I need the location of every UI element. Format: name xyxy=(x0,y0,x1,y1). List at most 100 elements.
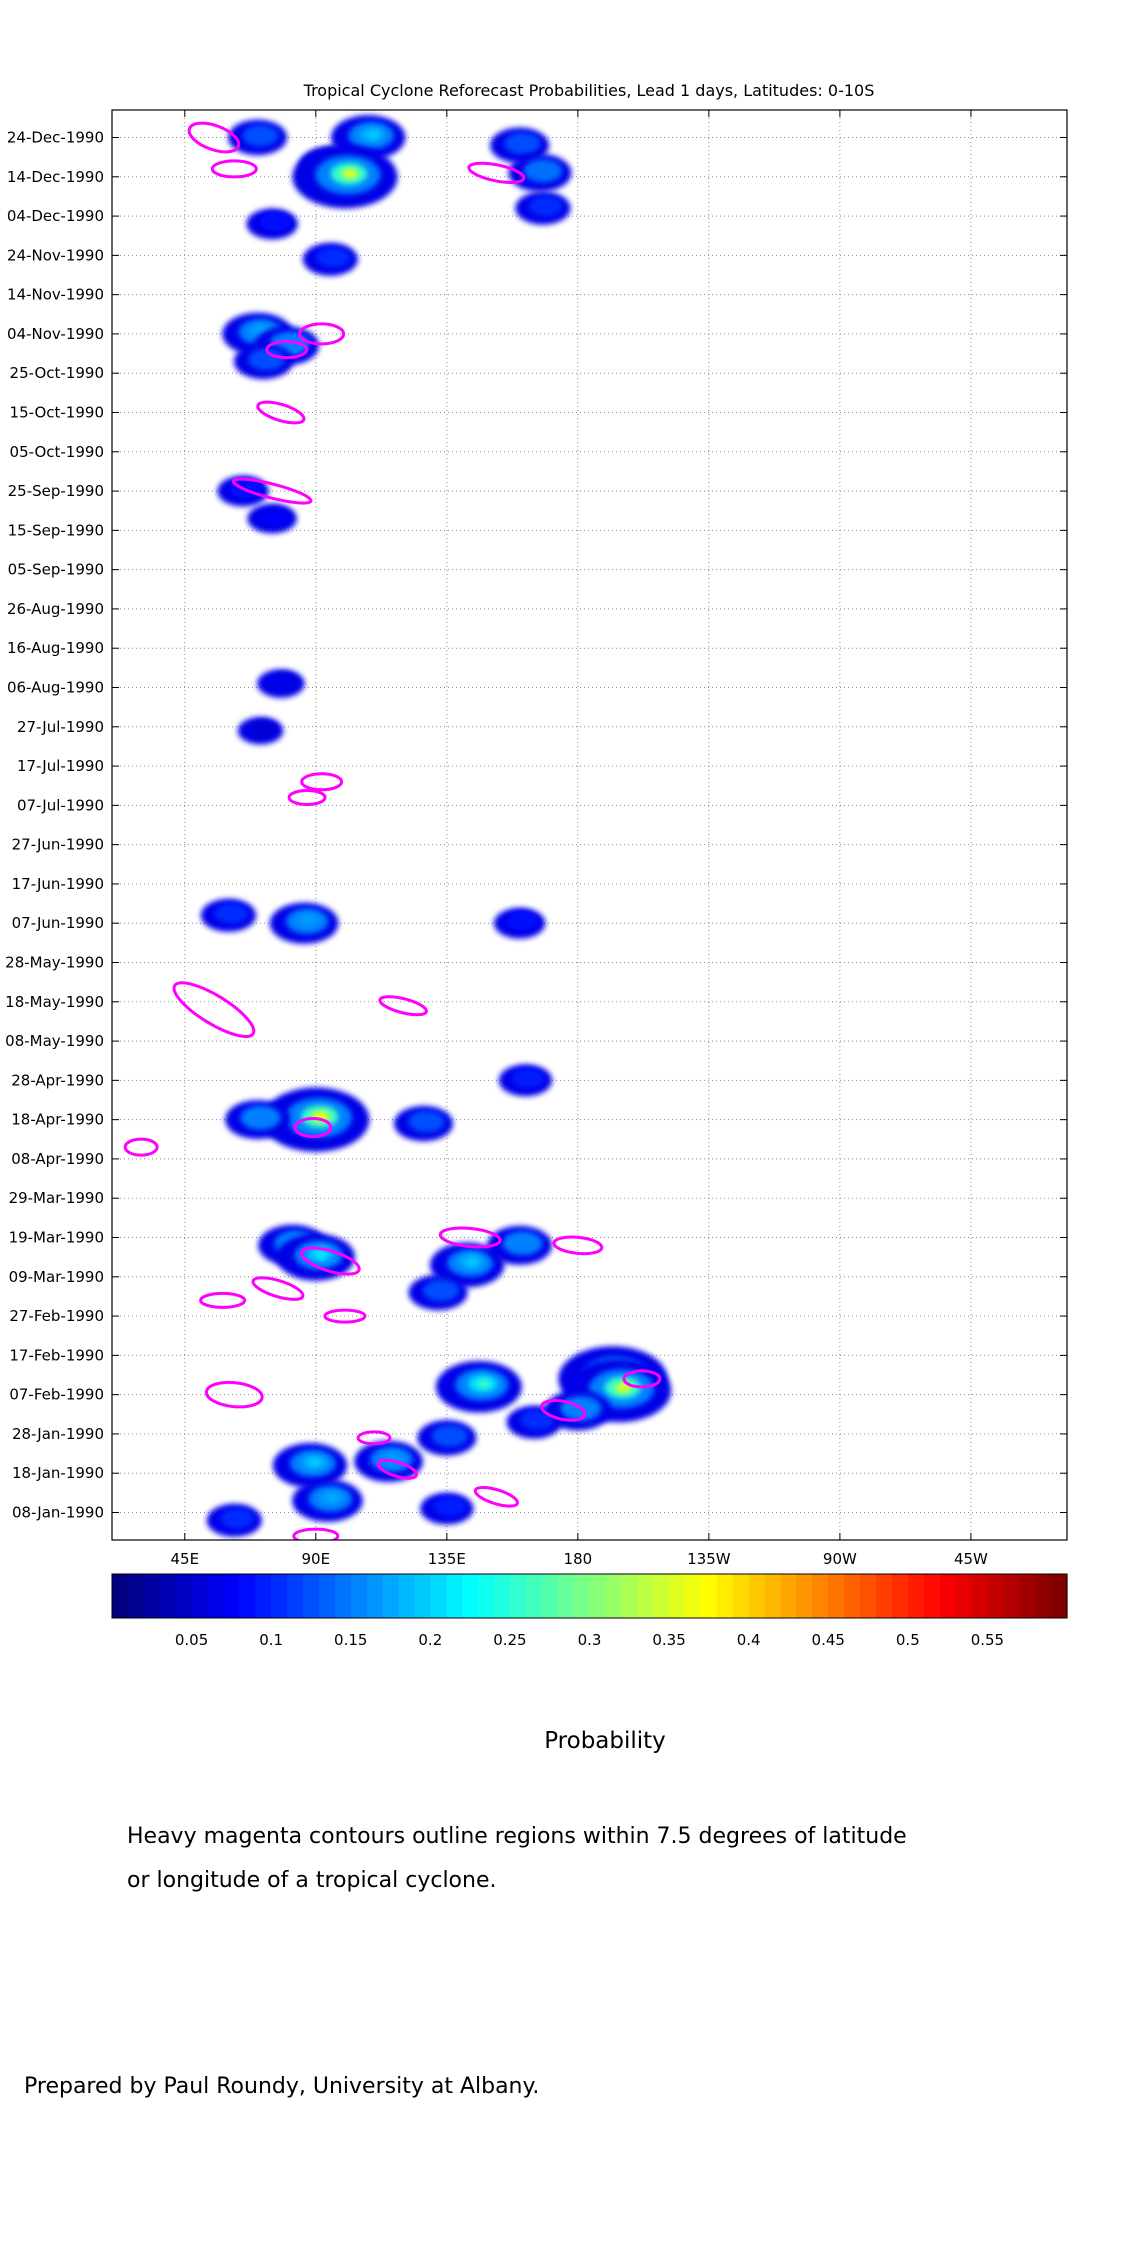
colorbar-cell xyxy=(1003,1574,1020,1618)
colorbar-cell xyxy=(207,1574,225,1618)
probability-blob xyxy=(228,119,288,156)
y-tick-label: 15-Sep-1990 xyxy=(8,521,104,539)
probability-blob xyxy=(498,1064,553,1097)
colorbar-cell xyxy=(494,1574,511,1618)
colorbar-cell xyxy=(557,1574,575,1618)
colorbar-cell xyxy=(334,1574,352,1618)
y-tick-label: 07-Jun-1990 xyxy=(12,914,104,932)
credit-line: Prepared by Paul Roundy, University at A… xyxy=(24,2074,540,2099)
y-tick-label: 14-Nov-1990 xyxy=(7,286,104,304)
y-tick-label: 08-Apr-1990 xyxy=(11,1150,104,1168)
probability-blob xyxy=(200,898,257,932)
plot-frame xyxy=(111,109,1068,1541)
cyclone-contour xyxy=(187,121,241,154)
x-axis-ticks: 45E 90E 135E 180 135W 90W 45W xyxy=(171,110,988,1568)
y-tick-label: 14-Dec-1990 xyxy=(7,168,104,186)
y-tick-label: 09-Mar-1990 xyxy=(9,1268,104,1286)
x-tick-label: 135W xyxy=(687,1550,731,1568)
chart-title: Tropical Cyclone Reforecast Probabilitie… xyxy=(303,81,875,100)
colorbar-cell xyxy=(127,1574,145,1618)
cyclone-contour xyxy=(323,1308,367,1324)
probability-blob xyxy=(246,208,298,240)
colorbar-cell xyxy=(700,1574,718,1618)
colorbar-cell xyxy=(223,1574,240,1618)
probability-blob xyxy=(493,907,546,939)
colorbar-cell xyxy=(525,1574,543,1618)
y-tick-label: 27-Jul-1990 xyxy=(17,718,104,736)
cyclone-contour xyxy=(123,1137,159,1157)
colorbar-tick-label: 0.4 xyxy=(737,1631,761,1649)
colorbar-cell xyxy=(716,1574,734,1618)
y-tick-label: 28-May-1990 xyxy=(5,954,104,972)
colorbar-cell xyxy=(796,1574,813,1618)
colorbar-cell xyxy=(1035,1574,1052,1618)
colorbar-cell xyxy=(1051,1574,1068,1618)
y-tick-label: 17-Jun-1990 xyxy=(12,875,104,893)
y-tick-label: 18-May-1990 xyxy=(5,993,104,1011)
colorbar-cell xyxy=(509,1574,527,1618)
probability-blob xyxy=(420,1492,474,1525)
colorbar-cell xyxy=(955,1574,973,1618)
x-tick-label: 45E xyxy=(171,1550,200,1568)
cyclone-contour xyxy=(265,340,309,360)
cyclone-contour xyxy=(172,981,256,1038)
probability-blob xyxy=(408,1274,468,1311)
colorbar-cell xyxy=(414,1574,431,1618)
y-tick-label: 25-Sep-1990 xyxy=(8,482,104,500)
y-tick-label: 15-Oct-1990 xyxy=(10,404,104,422)
cyclone-contour xyxy=(293,1117,333,1138)
contour-note-line-1: Heavy magenta contours outline regions w… xyxy=(127,1824,907,1849)
cyclone-contour xyxy=(287,789,327,806)
cyclone-contour xyxy=(376,1458,419,1480)
colorbar-tick-label: 0.5 xyxy=(896,1631,920,1649)
cyclone-contours xyxy=(123,121,662,1540)
cyclone-contour xyxy=(622,1369,662,1389)
cyclone-contour xyxy=(210,159,258,179)
y-tick-label: 24-Nov-1990 xyxy=(7,246,104,264)
colorbar-cell xyxy=(350,1574,368,1618)
y-tick-label: 08-Jan-1990 xyxy=(12,1504,104,1522)
colorbar-cell xyxy=(812,1574,829,1618)
y-tick-label: 04-Dec-1990 xyxy=(7,207,104,225)
cyclone-contour xyxy=(540,1399,587,1422)
y-tick-label: 07-Jul-1990 xyxy=(17,796,104,814)
colorbar-cell xyxy=(573,1574,591,1618)
cyclone-contour xyxy=(552,1235,604,1256)
colorbar-tick-label: 0.1 xyxy=(259,1631,283,1649)
colorbar-cell xyxy=(907,1574,925,1618)
probability-blob xyxy=(508,153,572,192)
x-tick-label: 135E xyxy=(428,1550,466,1568)
colorbar-cell xyxy=(143,1574,161,1618)
x-tick-label: 180 xyxy=(564,1550,593,1568)
colorbar-cell xyxy=(860,1574,877,1618)
colorbar-tick-label: 0.15 xyxy=(334,1631,367,1649)
probability-blob xyxy=(490,127,550,164)
cyclone-contour xyxy=(204,1380,264,1409)
y-tick-label: 28-Apr-1990 xyxy=(11,1071,104,1089)
cyclone-contour xyxy=(356,1430,392,1446)
probability-blob xyxy=(237,717,284,745)
colorbar-cell xyxy=(303,1574,320,1618)
colorbar-cell xyxy=(891,1574,909,1618)
colorbar-cell xyxy=(653,1574,670,1618)
colorbar-cell xyxy=(462,1574,479,1618)
y-tick-label: 24-Dec-1990 xyxy=(7,129,104,147)
colorbar-cell xyxy=(239,1574,256,1618)
colorbar-cell xyxy=(764,1574,782,1618)
y-tick-label: 16-Aug-1990 xyxy=(7,639,104,657)
y-tick-label: 28-Jan-1990 xyxy=(12,1425,104,1443)
probability-blob xyxy=(272,1443,348,1488)
probability-blob xyxy=(302,242,358,276)
colorbar-tick-label: 0.45 xyxy=(812,1631,845,1649)
colorbar-cell xyxy=(939,1574,957,1618)
y-tick-label: 06-Aug-1990 xyxy=(7,679,104,697)
y-tick-label: 17-Jul-1990 xyxy=(17,757,104,775)
y-tick-label: 08-May-1990 xyxy=(5,1032,104,1050)
y-tick-label: 04-Nov-1990 xyxy=(7,325,104,343)
colorbar-cell xyxy=(685,1574,702,1618)
contour-note-line-2: or longitude of a tropical cyclone. xyxy=(127,1868,497,1893)
y-tick-label: 05-Sep-1990 xyxy=(8,561,104,579)
colorbar-cell xyxy=(971,1574,989,1618)
colorbar-cell xyxy=(446,1574,463,1618)
colorbar-cell xyxy=(255,1574,272,1618)
